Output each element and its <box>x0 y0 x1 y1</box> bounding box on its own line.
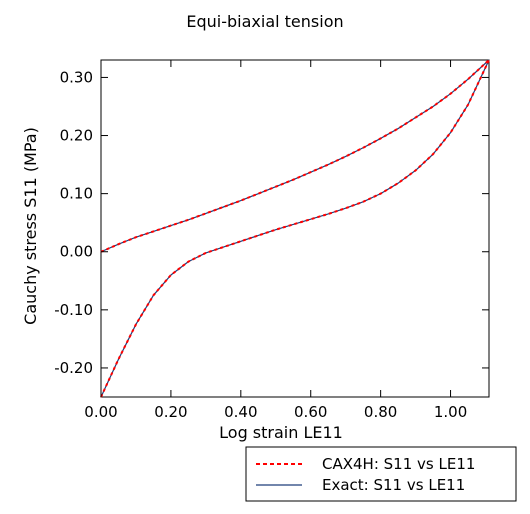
y-tick-label: -0.10 <box>54 301 93 319</box>
legend: CAX4H: S11 vs LE11 Exact: S11 vs LE11 <box>245 446 517 502</box>
y-tick-label: -0.20 <box>54 359 93 377</box>
y-axis-ticks: -0.20 -0.10 0.00 0.10 0.20 0.30 <box>54 68 489 377</box>
plot-frame <box>100 59 490 398</box>
y-tick-label: 0.00 <box>60 243 93 261</box>
x-tick-label: 0.80 <box>364 403 397 421</box>
x-tick-label: 0.40 <box>224 403 257 421</box>
y-tick-label: 0.10 <box>60 185 93 203</box>
series-cax4h-line-0 <box>100 59 490 253</box>
plot-area <box>100 59 490 398</box>
series-layer <box>100 59 490 398</box>
x-tick-label: 1.00 <box>434 403 467 421</box>
y-tick-label: 0.30 <box>60 68 93 86</box>
x-axis-label: Log strain LE11 <box>219 423 343 442</box>
legend-label-exact: Exact: S11 vs LE11 <box>322 476 465 494</box>
series-cax4h-line-1 <box>100 59 490 398</box>
y-tick-label: 0.20 <box>60 127 93 145</box>
y-axis-label: Cauchy stress S11 (MPa) <box>21 127 40 325</box>
chart-title: Equi-biaxial tension <box>186 12 343 31</box>
x-tick-label: 0.00 <box>84 403 117 421</box>
x-axis-ticks: 0.00 0.20 0.40 0.60 0.80 1.00 <box>84 60 467 421</box>
x-tick-label: 0.60 <box>294 403 327 421</box>
legend-frame <box>245 446 517 502</box>
x-tick-label: 0.20 <box>154 403 187 421</box>
legend-label-cax4h: CAX4H: S11 vs LE11 <box>322 455 475 473</box>
